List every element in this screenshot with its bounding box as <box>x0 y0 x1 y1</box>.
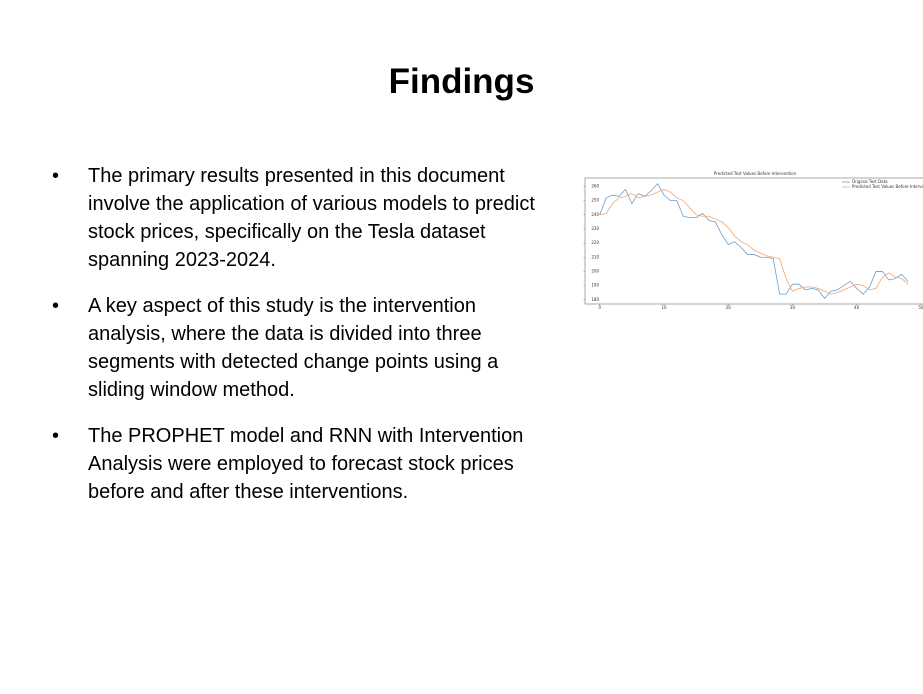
y-tick-label: 200 <box>591 268 599 273</box>
x-tick-label: 30 <box>790 305 796 310</box>
bullet: A key aspect of this study is the interv… <box>52 292 552 404</box>
x-tick-label: 40 <box>854 305 860 310</box>
y-tick-label: 230 <box>591 226 599 231</box>
chart-title: Predicted Test Values Before Interventio… <box>714 171 797 176</box>
x-tick-label: 50 <box>918 305 923 310</box>
x-tick-label: 20 <box>726 305 732 310</box>
y-tick-label: 190 <box>591 283 599 288</box>
y-tick-label: 210 <box>591 254 599 259</box>
y-tick-label: 260 <box>591 183 599 188</box>
slide-title: Findings <box>388 62 535 101</box>
bullet: The PROPHET model and RNN with Intervent… <box>52 422 552 506</box>
x-tick-label: 10 <box>661 305 667 310</box>
y-tick-label: 180 <box>591 297 599 302</box>
legend-label: Predicted Test Values Before Interventio… <box>852 184 923 189</box>
y-tick-label: 240 <box>591 212 599 217</box>
bullet-list: The primary results presented in this do… <box>52 162 552 524</box>
legend-label: Original Test Data <box>852 179 888 184</box>
y-tick-label: 220 <box>591 240 599 245</box>
series-line <box>599 188 909 295</box>
series-line <box>599 182 909 299</box>
x-tick-label: 0 <box>599 305 602 310</box>
chart: Predicted Test Values Before Interventio… <box>583 171 923 310</box>
bullet: The primary results presented in this do… <box>52 162 552 274</box>
plot-frame <box>584 177 923 305</box>
y-tick-label: 250 <box>591 198 599 203</box>
